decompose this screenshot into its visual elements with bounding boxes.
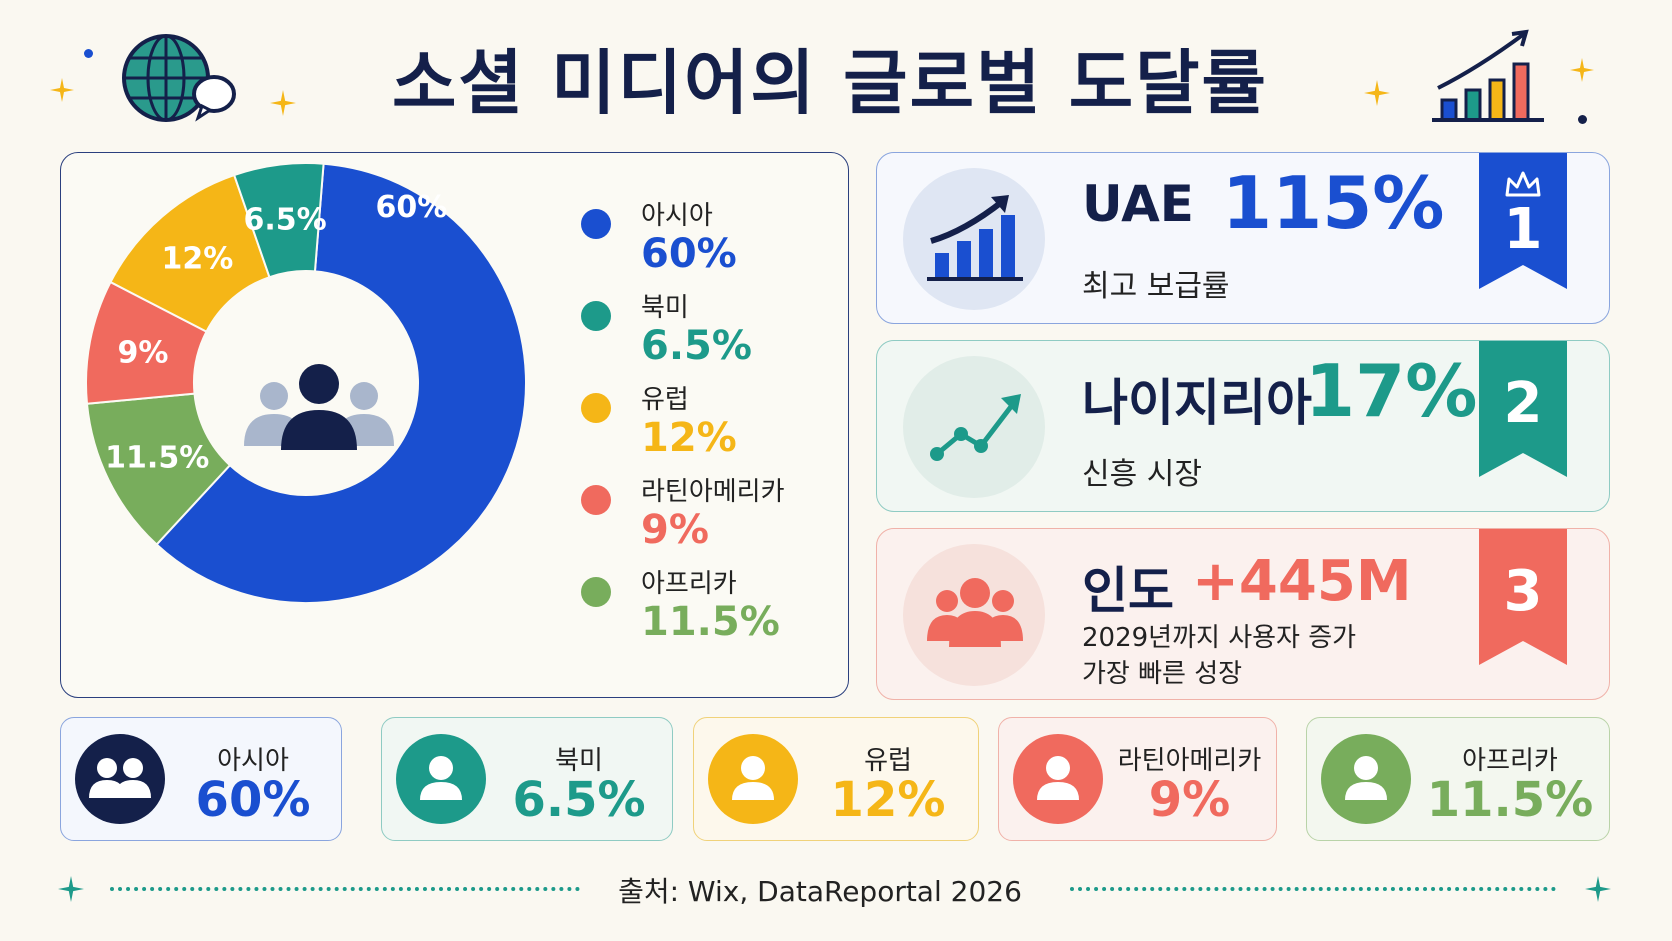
crown-icon	[1505, 171, 1541, 197]
user-icon	[732, 756, 774, 800]
page-title: 소셜 미디어의 글로벌 도달률	[392, 42, 1268, 124]
rank-stat: +445M	[1192, 549, 1412, 614]
slice-value-label: 12%	[161, 241, 233, 276]
sparkle-icon	[50, 78, 74, 102]
dotted-divider	[110, 887, 580, 891]
dot-decoration	[84, 49, 93, 58]
sparkle-icon	[1585, 876, 1611, 902]
legend-label: 유럽	[641, 385, 689, 415]
bar-chart-up-icon	[927, 195, 1023, 281]
sparkle-icon	[1570, 58, 1594, 82]
source-caption: 출처: Wix, DataReportal 2026	[618, 875, 1022, 908]
slice-value-label: 60%	[375, 190, 447, 225]
users-icon	[244, 364, 394, 450]
donut-chart: 60% 11.5% 9% 12% 6.5%	[85, 162, 527, 604]
region-icon-circle	[1013, 734, 1103, 824]
rank-subtitle: 신흥 시장	[1082, 457, 1202, 492]
legend-value: 12%	[641, 415, 737, 461]
user-icon	[1345, 756, 1387, 800]
legend-label: 라틴아메리카	[641, 477, 785, 507]
dot-decoration	[1578, 115, 1587, 124]
slice-value-label: 9%	[118, 335, 169, 370]
rank-icon-circle	[903, 168, 1045, 310]
legend-value: 60%	[641, 231, 737, 277]
legend-swatch	[581, 485, 611, 515]
region-icon-circle	[396, 734, 486, 824]
donut-chart-card: 60% 11.5% 9% 12% 6.5% 아시아 60% 북미 6.5% 유럽 12% 라틴아메리…	[60, 152, 849, 698]
region-name: 아프리카	[1462, 746, 1558, 776]
rank-number: 2	[1503, 371, 1543, 436]
rank-card-2: 나이지리아 17% 신흥 시장 2	[876, 340, 1610, 512]
region-name: 아시아	[217, 746, 289, 776]
region-name: 라틴아메리카	[1117, 746, 1262, 776]
sparkle-icon	[58, 876, 84, 902]
legend-value: 9%	[641, 507, 709, 553]
legend-swatch	[581, 577, 611, 607]
slice-value-label: 11.5%	[105, 441, 209, 476]
rank-title: 인도	[1082, 562, 1174, 620]
region-icon-circle	[75, 734, 165, 824]
rank-subtitle: 2029년까지 사용자 증가	[1082, 623, 1357, 653]
legend-value: 6.5%	[641, 323, 752, 369]
globe-chat-icon	[122, 34, 236, 122]
sparkle-icon	[1364, 80, 1390, 106]
users-icon	[89, 758, 151, 798]
region-icon-circle	[708, 734, 798, 824]
region-card: 아시아 60%	[60, 717, 342, 841]
rank-title: 나이지리아	[1082, 374, 1312, 432]
rank-ribbon	[1479, 529, 1567, 665]
region-card: 유럽 12%	[693, 717, 979, 841]
rank-stat: 17%	[1305, 349, 1478, 433]
rank-subtitle-secondary: 가장 빠른 성장	[1082, 659, 1243, 689]
rank-ribbon	[1479, 153, 1567, 289]
region-card: 북미 6.5%	[381, 717, 673, 841]
legend-swatch	[581, 393, 611, 423]
region-card: 아프리카 11.5%	[1306, 717, 1610, 841]
rank-subtitle: 최고 보급률	[1082, 269, 1230, 304]
region-value: 9%	[1148, 772, 1231, 828]
dotted-divider	[1070, 887, 1556, 891]
rank-ribbon	[1479, 341, 1567, 477]
rank-title: UAE	[1082, 175, 1194, 233]
growth-bar-chart-icon	[1432, 29, 1544, 122]
user-icon	[420, 756, 462, 800]
legend-swatch	[581, 301, 611, 331]
legend-label: 북미	[641, 293, 689, 323]
region-value: 6.5%	[512, 772, 646, 828]
region-value: 60%	[195, 772, 311, 828]
legend-label: 아프리카	[641, 569, 737, 599]
legend-swatch	[581, 209, 611, 239]
legend-value: 11.5%	[641, 599, 780, 645]
region-value: 11.5%	[1426, 772, 1594, 828]
users-icon	[927, 578, 1023, 647]
donut-slice	[232, 162, 325, 279]
legend-label: 아시아	[641, 201, 713, 231]
donut-slice	[155, 162, 527, 604]
region-icon-circle	[1321, 734, 1411, 824]
rank-card-3: 인도 +445M 2029년까지 사용자 증가 가장 빠른 성장 3	[876, 528, 1610, 700]
rank-number: 1	[1503, 197, 1543, 262]
region-name: 북미	[555, 746, 603, 776]
slice-value-label: 6.5%	[243, 202, 326, 237]
rank-icon-circle	[903, 356, 1045, 498]
rank-number: 3	[1503, 559, 1543, 624]
rank-card-1: UAE 115% 최고 보급률 1	[876, 152, 1610, 324]
rank-stat: 115%	[1222, 161, 1445, 245]
region-card: 라틴아메리카 9%	[998, 717, 1277, 841]
trend-line-icon	[930, 394, 1021, 461]
sparkle-icon	[270, 90, 296, 116]
region-name: 유럽	[864, 746, 912, 776]
user-icon	[1037, 756, 1079, 800]
region-value: 12%	[830, 772, 946, 828]
